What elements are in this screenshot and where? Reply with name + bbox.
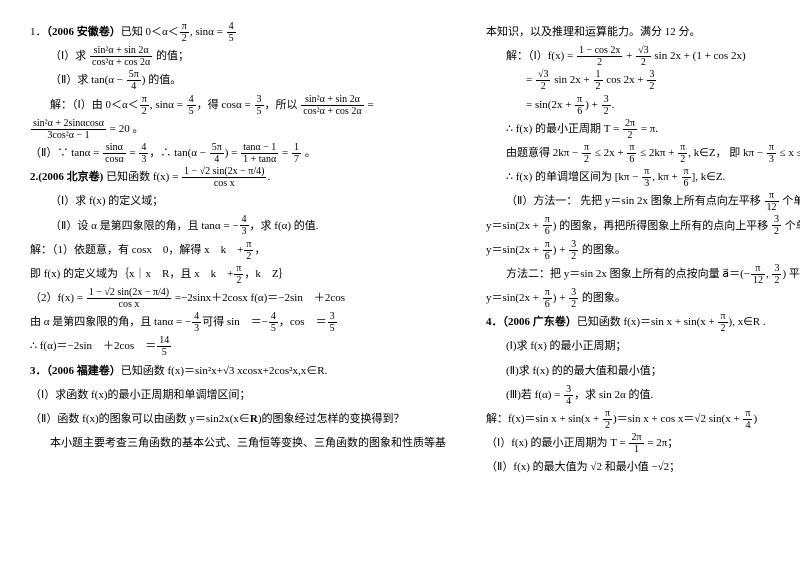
p1-q1: （Ⅰ）求 sin²α + sin 2αcos²α + cos 2α 的值； — [30, 44, 446, 68]
p3-title: 3．（2006 福建卷）已知函数 f(x)＝sin²x+√3 xcosx+2co… — [30, 359, 446, 383]
p4-s2: （Ⅰ）f(x) 的最小正周期为 T = 2π1 = 2π； — [486, 431, 800, 455]
r-s4: ∴ f(x) 的最小正周期 T = 2π2 = π. — [486, 117, 800, 141]
p2-q2: （Ⅱ）设 α 是第四象限的角，且 tanα = −43，求 f(α) 的值. — [30, 214, 446, 238]
left-column: 1．（2006 安徽卷）已知 0＜α＜π2, sinα = 45 （Ⅰ）求 si… — [30, 20, 446, 480]
r-m5: y＝sin(2x + π6) + 32 的图象。 — [486, 286, 800, 310]
r-m3: y＝sin(2x + π6) + 32 的图象。 — [486, 238, 800, 262]
r-head: 本知识，以及推理和运算能力。满分 12 分。 — [486, 20, 800, 44]
p1-sol2: sin²α + 2sinαcosα3cos²α − 1 = 20 。 — [30, 117, 446, 141]
p1-sol1: 解：（Ⅰ）由 0＜α＜π2, sinα = 45，得 cosα = 35，所以 … — [30, 93, 446, 117]
r-m1: （Ⅱ）方法一： 先把 y＝sin 2x 图象上所有点向左平移 π12 个单位长度… — [486, 189, 800, 213]
p3-q1: （Ⅰ）求函数 f(x)的最小正周期和单调增区间； — [30, 383, 446, 407]
p4-q1: (Ⅰ)求 f(x) 的最小正周期； — [486, 334, 800, 358]
r-s6: ∴ f(x) 的单调增区间为 [kπ − π3, kπ + π6], k∈Z. — [486, 165, 800, 189]
r-s2: = √32 sin 2x + 12 cos 2x + 32 — [486, 68, 800, 92]
p1-sol3: （Ⅱ）∵ tanα = sinαcosα = 43，∴ tan(α − 5π4)… — [30, 141, 446, 165]
p4-s1: 解：f(x)＝sin x + sin(x + π2)＝sin x + cos x… — [486, 407, 800, 431]
p1-q2: （Ⅱ）求 tan(α − 5π4) 的值。 — [30, 68, 446, 92]
r-s5: 由题意得 2kπ − π2 ≤ 2x + π6 ≤ 2kπ + π2, k∈Z，… — [486, 141, 800, 165]
p2-s2: 即 f(x) 的定义域为｛x｜x R，且 x k +π2，k Z｝ — [30, 262, 446, 286]
p4-q2: (Ⅱ)求 f(x) 的的最大值和最小值； — [486, 359, 800, 383]
p3-note: 本小题主要考查三角函数的基本公式、三角恒等变换、三角函数的图象和性质等基 — [30, 431, 446, 455]
p2-s3: （2）f(x) = 1 − √2 sin(2x − π/4)cos x =−2s… — [30, 286, 446, 310]
p2-q1: （Ⅰ）求 f(x) 的定义域； — [30, 189, 446, 213]
p4-title: 4．（2006 广东卷）已知函数 f(x)＝sin x + sin(x + π2… — [486, 310, 800, 334]
r-m2: y＝sin(2x + π6) 的图象，再把所得图象上所有的点向上平移 32 个单… — [486, 214, 800, 238]
p4-s3: （Ⅱ）f(x) 的最大值为 √2 和最小值 −√2； — [486, 455, 800, 479]
p2-s4: 由 α 是第四象限的角，且 tanα = −43可得 sin ＝−45，cos … — [30, 310, 446, 334]
p2-s5: ∴ f(α)＝−2sin ＋2cos ＝145 — [30, 334, 446, 358]
r-m4: 方法二：把 y＝sin 2x 图象上所有的点按向量 a⃗＝(−π12, 32) … — [486, 262, 800, 286]
r-s3: = sin(2x + π6) + 32. — [486, 93, 800, 117]
right-column: 本知识，以及推理和运算能力。满分 12 分。 解：（Ⅰ）f(x) = 1 − c… — [486, 20, 800, 480]
p4-q3: (Ⅲ)若 f(α) = 34，求 sin 2α 的值. — [486, 383, 800, 407]
p3-q2: （Ⅱ）函数 f(x)的图象可以由函数 y＝sin2x(x∈R)的图象经过怎样的变… — [30, 407, 446, 431]
p1-title: 1．（2006 安徽卷）已知 0＜α＜π2, sinα = 45 — [30, 20, 446, 44]
p2-s1: 解：（1）依题意，有 cosx 0，解得 x k +π2， — [30, 238, 446, 262]
p2-title: 2.(2006 北京卷) 已知函数 f(x) = 1 − √2 sin(2x −… — [30, 165, 446, 189]
r-s1: 解：（Ⅰ）f(x) = 1 − cos 2x2 + √32 sin 2x + (… — [486, 44, 800, 68]
